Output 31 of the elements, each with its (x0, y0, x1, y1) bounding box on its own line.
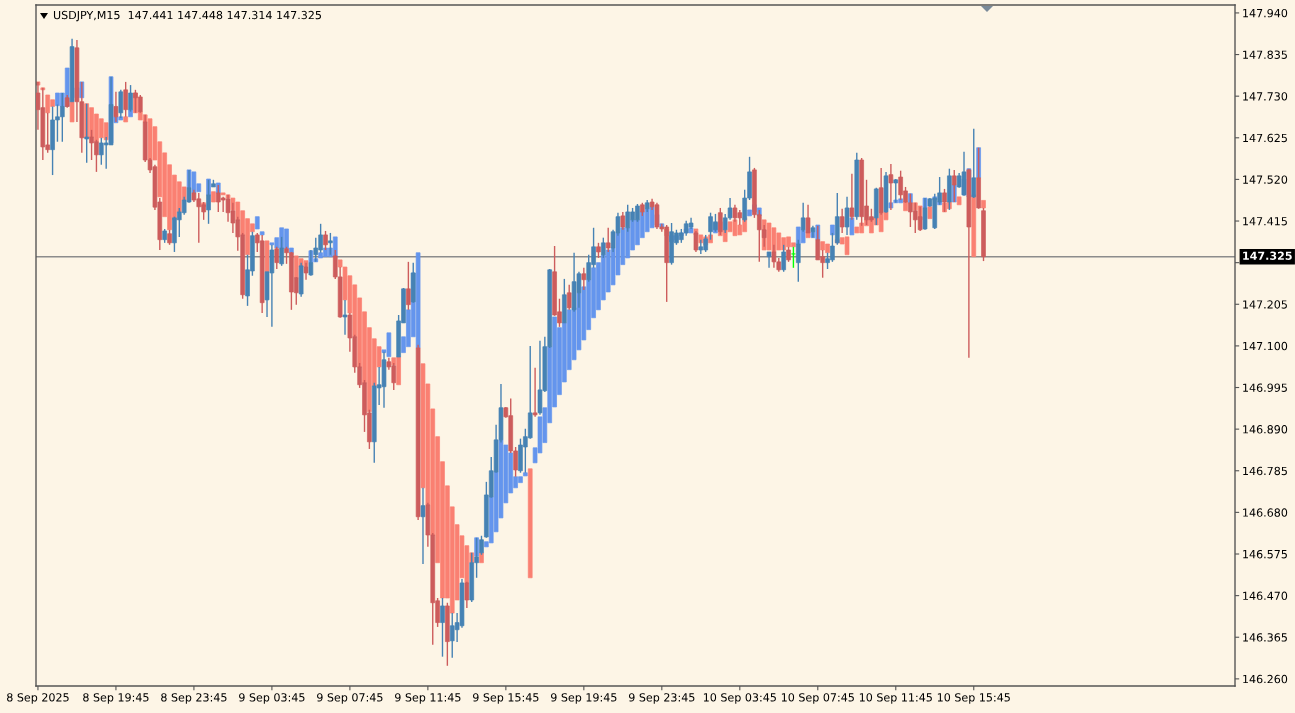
y-tick-label: 147.940 (1243, 8, 1288, 18)
x-tick-label: 10 Sep 03:45 (703, 693, 776, 704)
y-tick-label: 146.365 (1243, 633, 1287, 642)
y-tick-label: 147.205 (1243, 300, 1287, 309)
y-tick-label: 147.835 (1243, 50, 1287, 59)
x-tick-label: 8 Sep 2025 (7, 693, 69, 704)
x-tick-label: 8 Sep 19:45 (83, 693, 149, 704)
x-tick-label: 9 Sep 03:45 (239, 693, 305, 704)
x-tick-label: 9 Sep 15:45 (473, 693, 539, 704)
y-tick-label: 147.415 (1243, 217, 1287, 226)
y-tick-label: 147.100 (1243, 341, 1288, 351)
x-tick-label: 10 Sep 07:45 (781, 693, 854, 704)
y-tick-label: 146.890 (1243, 425, 1288, 434)
y-tick-label: 146.785 (1243, 466, 1287, 476)
x-tick-label: 9 Sep 11:45 (395, 693, 461, 704)
x-tick-label: 9 Sep 23:45 (628, 693, 695, 704)
ref-line-label: 147.325 (1243, 251, 1292, 260)
y-tick-label: 146.260 (1243, 674, 1288, 684)
y-tick-label: 146.995 (1243, 383, 1287, 392)
y-tick-label: 147.520 (1243, 175, 1288, 184)
x-tick-label: 8 Sep 23:45 (161, 693, 227, 704)
y-tick-label: 147.625 (1243, 133, 1287, 143)
x-tick-label: 9 Sep 19:45 (550, 693, 617, 704)
y-tick-label: 147.730 (1243, 92, 1288, 101)
y-tick-label: 146.575 (1243, 549, 1287, 559)
x-tick-label: 10 Sep 11:45 (859, 693, 932, 704)
chart-title: USDJPY,M15 147.441 147.448 147.314 147.325 (53, 10, 321, 22)
y-tick-label: 146.680 (1243, 508, 1288, 517)
x-tick-label: 9 Sep 07:45 (317, 693, 383, 704)
x-tick-label: 10 Sep 15:45 (937, 693, 1010, 704)
y-tick-label: 146.470 (1243, 591, 1288, 600)
